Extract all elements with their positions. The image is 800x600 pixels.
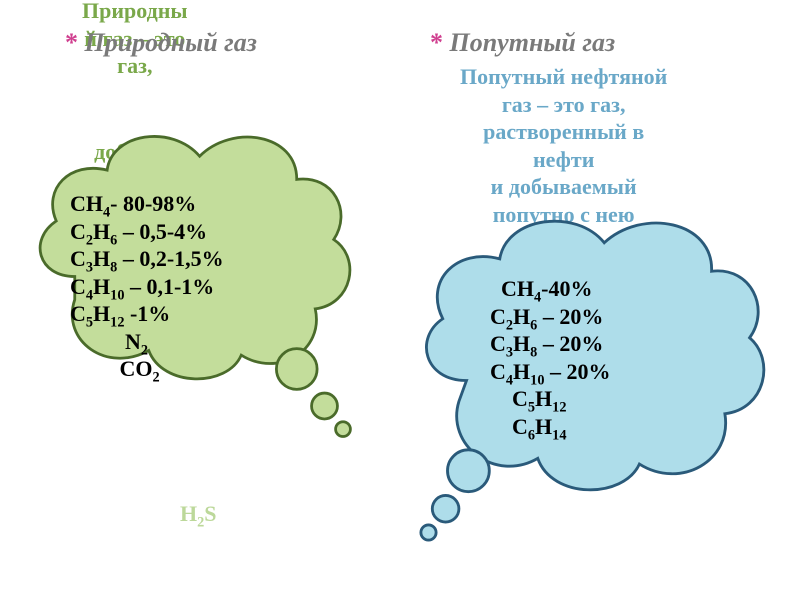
heading-left: * Природный газ (65, 28, 257, 58)
heading-left-text: Природный газ (85, 28, 257, 57)
composition-right: CH4-40%C2H6 – 20%C3H8 – 20%C4H10 – 20% C… (490, 275, 610, 440)
star-left: * (65, 28, 78, 57)
star-right: * (430, 28, 443, 57)
bg-text-h2s: H2S (180, 500, 217, 528)
composition-left: CH4- 80-98%C2H6 – 0,5-4%C3H8 – 0,2-1,5%C… (70, 190, 224, 383)
heading-right: * Попутный газ (430, 28, 615, 58)
heading-right-text: Попутный газ (450, 28, 616, 57)
